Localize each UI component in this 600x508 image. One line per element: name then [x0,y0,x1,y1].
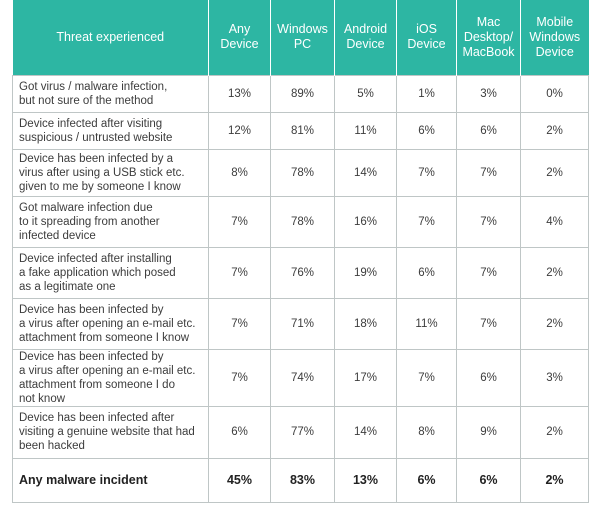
header-windows-pc: Windows PC [270,0,335,75]
header-mac: Mac Desktop/MacBook [456,0,521,75]
cell-ios: 6% [396,457,457,503]
row-label: Device infected after installing a fake a… [12,246,209,299]
cell-android: 14% [334,148,397,197]
header-android: Android Device [334,0,397,75]
threat-table: Threat experienced Any Device Windows PC A… [12,0,589,503]
table-row: Device has been infected after visiting a… [12,405,589,459]
table-row: Device has been infected by a virus after… [12,297,589,350]
table-row: Got virus / malware infection, but not su… [12,74,589,113]
cell-windows: 77% [270,405,335,459]
row-label: Device infected after visiting suspicious… [12,111,209,150]
cell-android: 11% [334,111,397,150]
cell-mac: 6% [456,457,521,503]
cell-ios: 11% [396,297,457,350]
cell-mac: 9% [456,405,521,459]
cell-ios: 8% [396,405,457,459]
cell-windows: 81% [270,111,335,150]
cell-ios: 6% [396,111,457,150]
cell-mobile-windows: 2% [520,297,589,350]
cell-mac: 7% [456,246,521,299]
cell-mobile-windows: 2% [520,457,589,503]
cell-mac: 6% [456,111,521,150]
cell-mobile-windows: 3% [520,348,589,407]
cell-any: 7% [208,195,271,248]
cell-windows: 78% [270,148,335,197]
cell-mac: 3% [456,74,521,113]
cell-mac: 6% [456,348,521,407]
row-label: Any malware incident [12,457,209,503]
row-label: Device has been infected by a virus after… [12,148,209,197]
header-row: Threat experienced Any Device Windows PC A… [12,0,589,75]
cell-ios: 7% [396,148,457,197]
cell-mac: 7% [456,148,521,197]
cell-ios: 7% [396,195,457,248]
survey-table-container: Threat experienced Any Device Windows PC A… [12,0,589,503]
cell-mobile-windows: 2% [520,405,589,459]
table-row: Device infected after installing a fake a… [12,246,589,299]
cell-android: 14% [334,405,397,459]
cell-android: 5% [334,74,397,113]
table-row: Got malware infection due to it spreading… [12,195,589,248]
cell-any: 8% [208,148,271,197]
header-any-device: Any Device [208,0,271,75]
cell-mac: 7% [456,297,521,350]
cell-any: 13% [208,74,271,113]
cell-any: 45% [208,457,271,503]
cell-windows: 74% [270,348,335,407]
header-mobile-windows: Mobile Windows Device [520,0,589,75]
cell-android: 17% [334,348,397,407]
cell-windows: 71% [270,297,335,350]
cell-android: 16% [334,195,397,248]
row-label: Device has been infected after visiting a… [12,405,209,459]
cell-ios: 1% [396,74,457,113]
cell-windows: 78% [270,195,335,248]
cell-mobile-windows: 0% [520,74,589,113]
cell-windows: 83% [270,457,335,503]
cell-any: 7% [208,246,271,299]
cell-mobile-windows: 2% [520,148,589,197]
row-label: Got virus / malware infection, but not su… [12,74,209,113]
cell-windows: 89% [270,74,335,113]
cell-any: 12% [208,111,271,150]
header-threat: Threat experienced [12,0,209,75]
header-ios: iOS Device [396,0,457,75]
cell-android: 19% [334,246,397,299]
cell-any: 7% [208,348,271,407]
cell-ios: 7% [396,348,457,407]
cell-any: 6% [208,405,271,459]
table-row: Device has been infected by a virus after… [12,348,589,407]
cell-android: 18% [334,297,397,350]
row-label: Device has been infected by a virus after… [12,297,209,350]
cell-windows: 76% [270,246,335,299]
cell-mac: 7% [456,195,521,248]
row-label: Got malware infection due to it spreading… [12,195,209,248]
table-row: Device has been infected by a virus after… [12,148,589,197]
cell-mobile-windows: 4% [520,195,589,248]
row-label: Device has been infected by a virus after… [12,348,209,407]
cell-android: 13% [334,457,397,503]
cell-mobile-windows: 2% [520,246,589,299]
cell-ios: 6% [396,246,457,299]
table-row: Device infected after visiting suspicious… [12,111,589,150]
total-row: Any malware incident 45% 83% 13% 6% 6% 2… [12,457,589,503]
cell-mobile-windows: 2% [520,111,589,150]
cell-any: 7% [208,297,271,350]
